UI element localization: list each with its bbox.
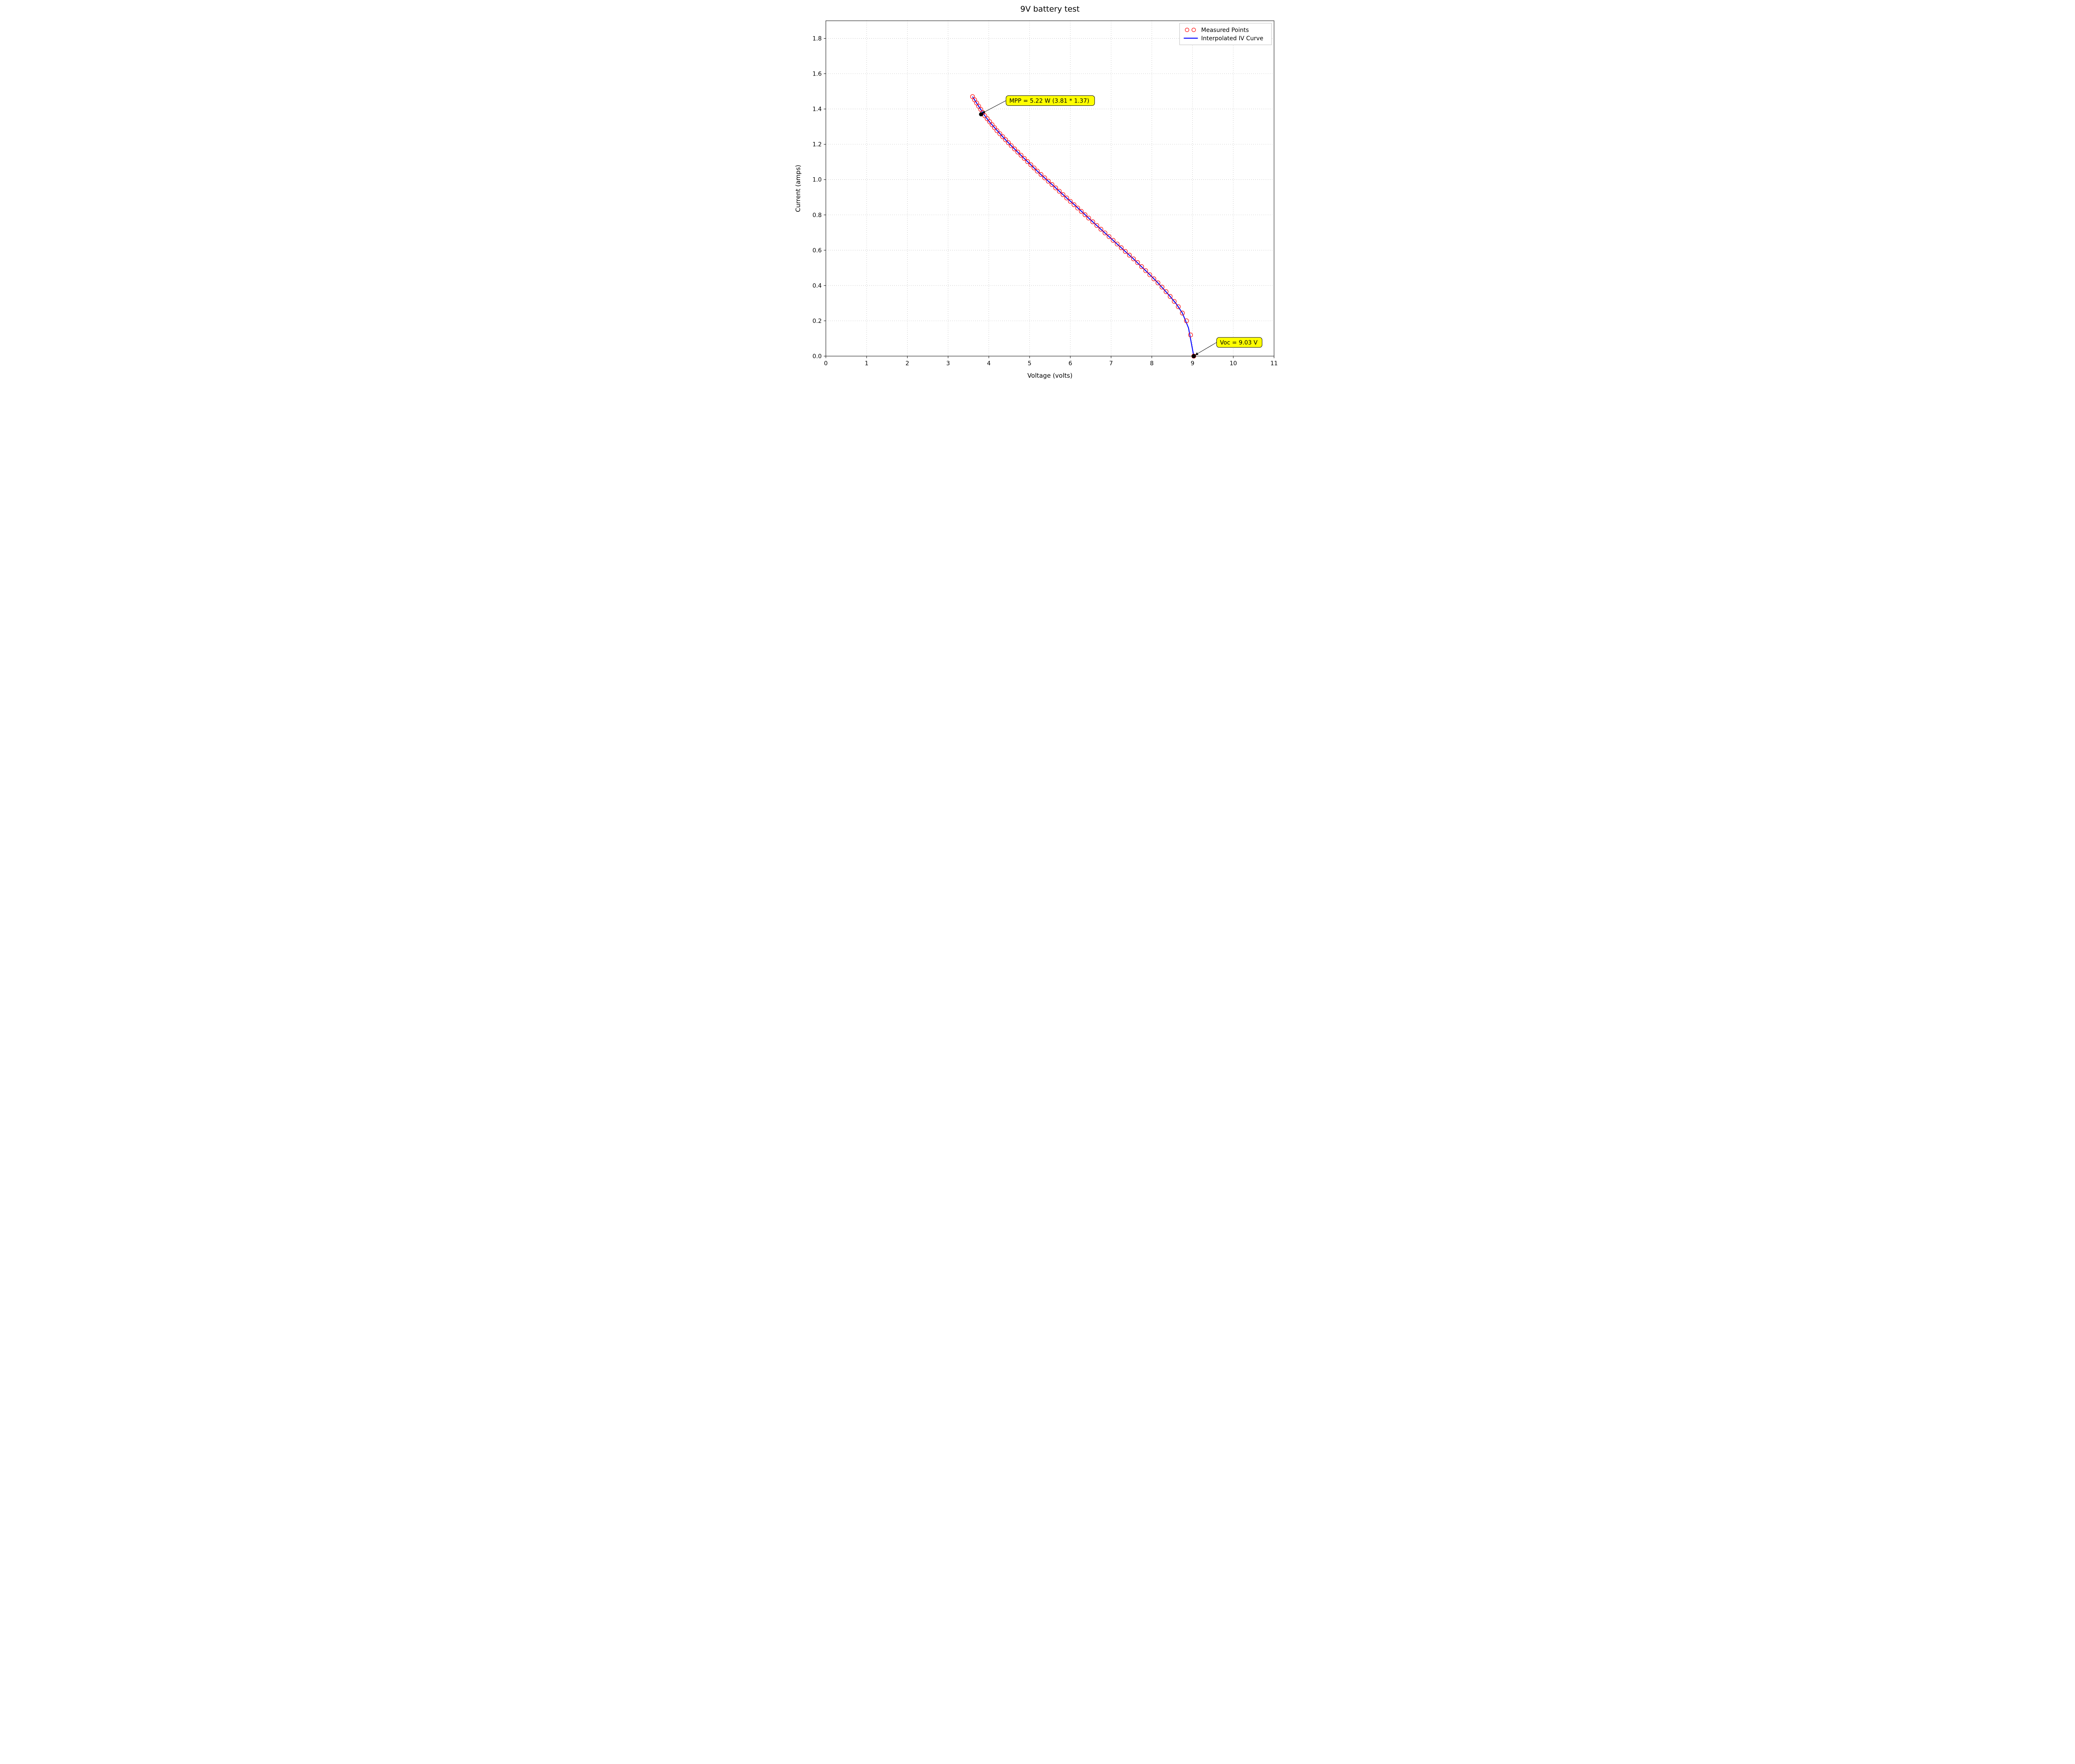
chart-title: 9V battery test — [1020, 5, 1079, 14]
mpp-annotation-label: MPP = 5.22 W (3.81 * 1.37) — [1009, 98, 1089, 104]
plot-background — [788, 0, 1286, 385]
x-tick-label: 10 — [1230, 360, 1237, 367]
y-tick-label: 1.6 — [813, 71, 822, 78]
iv-chart: 0 1 2 3 4 5 6 7 8 9 10 11 0.0 0.2 0.4 0.6 0.8 1.0 1.2 1.4 1.… — [788, 0, 1286, 385]
voc-annotation-label: Voc = 9.03 V — [1220, 340, 1258, 346]
y-tick-label: 1.2 — [813, 142, 822, 148]
chart-container: 0 1 2 3 4 5 6 7 8 9 10 11 0.0 0.2 0.4 0.6 0.8 1.0 1.2 1.4 1.… — [788, 0, 1286, 385]
y-axis-label: Current (amps) — [794, 165, 802, 212]
y-tick-label: 1.0 — [813, 177, 822, 183]
y-tick-label: 0.4 — [813, 283, 822, 289]
x-tick-label: 1 — [865, 360, 869, 367]
y-tick-label: 0.0 — [813, 353, 822, 360]
x-tick-label: 3 — [946, 360, 950, 367]
x-tick-label: 8 — [1150, 360, 1154, 367]
x-tick-label: 9 — [1191, 360, 1194, 367]
legend-item-label: Measured Points — [1201, 27, 1249, 34]
x-tick-label: 6 — [1069, 360, 1072, 367]
y-tick-label: 1.8 — [813, 36, 822, 42]
legend: Measured PointsInterpolated IV Curve — [1179, 23, 1272, 45]
legend-item-label: Interpolated IV Curve — [1201, 35, 1263, 42]
x-tick-label: 4 — [987, 360, 991, 367]
y-tick-label: 1.4 — [813, 106, 822, 113]
y-tick-label: 0.6 — [813, 247, 822, 254]
x-tick-label: 7 — [1109, 360, 1113, 367]
x-tick-label: 0 — [824, 360, 828, 367]
y-tick-label: 0.8 — [813, 212, 822, 219]
voc-point — [1192, 354, 1196, 358]
x-tick-label: 11 — [1270, 360, 1278, 367]
x-axis-label: Voltage (volts) — [1028, 372, 1073, 379]
x-tick-label: 5 — [1028, 360, 1031, 367]
y-tick-label: 0.2 — [813, 318, 822, 325]
x-tick-label: 2 — [906, 360, 909, 367]
